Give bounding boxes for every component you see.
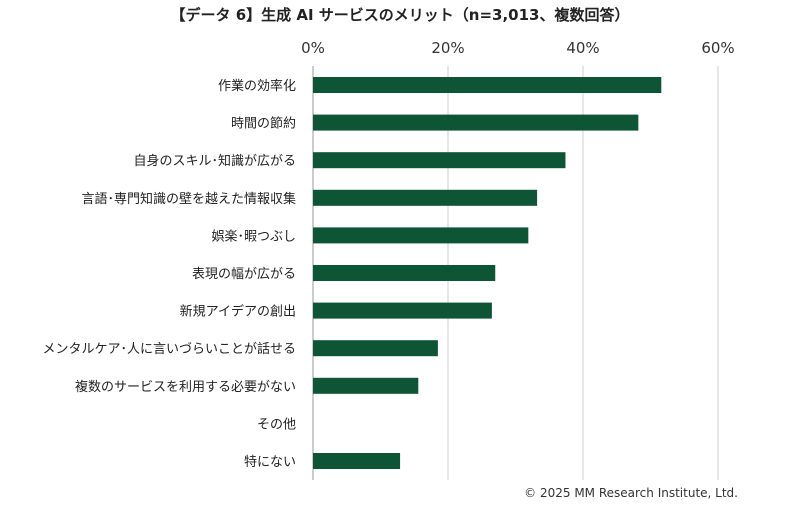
x-tick-label: 40%: [566, 39, 599, 57]
category-label: メンタルケア･人に言いづらいことが話せる: [42, 341, 296, 357]
category-label: 作業の効率化: [218, 78, 296, 94]
bar: [313, 114, 639, 131]
x-tick-label: 20%: [431, 39, 464, 57]
bar: [313, 377, 419, 394]
x-axis-ticks: 0% 20% 40% 60%: [301, 39, 735, 57]
bar: [313, 453, 401, 469]
bar: [313, 340, 438, 357]
category-label: 自身のスキル･知識が広がる: [133, 153, 296, 169]
category-label: 表現の幅が広がる: [192, 267, 296, 282]
category-label: 時間の節約: [231, 117, 296, 132]
category-label: 特にない: [244, 455, 296, 470]
copyright-notice: © 2025 MM Research Institute, Ltd.: [524, 486, 738, 500]
bars: [313, 77, 662, 469]
category-label: 娯楽･暇つぶし: [211, 228, 296, 244]
bar: [313, 189, 538, 206]
category-label: 複数のサービスを利用する必要がない: [75, 379, 296, 395]
category-label: その他: [257, 417, 296, 432]
bar: [313, 77, 662, 93]
x-tick-label: 0%: [301, 39, 325, 57]
bar: [313, 152, 566, 169]
category-label: 言語･専門知識の壁を越えた情報収集: [81, 191, 296, 207]
category-labels: 作業の効率化時間の節約自身のスキル･知識が広がる言語･専門知識の壁を越えた情報収…: [42, 78, 296, 470]
bar: [313, 302, 492, 319]
chart-title: 【データ 6】生成 AI サービスのメリット（n=3,013、複数回答）: [170, 6, 630, 24]
category-label: 新規アイデアの創出: [180, 304, 296, 320]
bar: [313, 265, 496, 281]
bar: [313, 227, 529, 244]
x-tick-label: 60%: [701, 39, 734, 57]
